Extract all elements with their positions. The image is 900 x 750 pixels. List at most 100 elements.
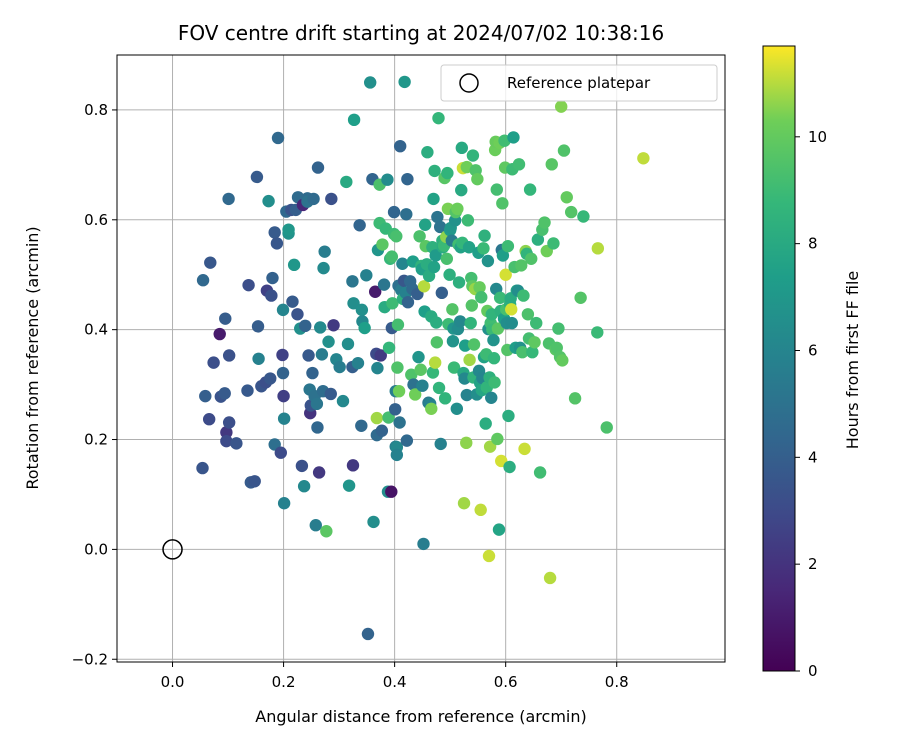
data-point	[530, 316, 543, 330]
data-point	[533, 466, 547, 479]
data-point	[309, 519, 322, 532]
data-point	[219, 312, 232, 325]
data-point	[382, 341, 396, 354]
data-point	[268, 226, 281, 239]
data-point	[360, 269, 373, 282]
data-point	[417, 537, 430, 551]
data-point	[207, 356, 220, 369]
data-point	[341, 337, 355, 351]
data-point	[375, 424, 389, 437]
data-point	[465, 299, 479, 312]
data-point	[276, 303, 290, 317]
data-point	[351, 356, 365, 370]
data-point	[390, 448, 404, 462]
data-point	[242, 278, 255, 292]
data-point	[455, 183, 468, 197]
data-point	[363, 76, 377, 89]
data-point	[347, 113, 361, 127]
data-point	[555, 100, 568, 113]
data-point	[493, 291, 507, 304]
data-point	[302, 349, 315, 362]
data-point	[317, 261, 330, 275]
data-point	[320, 525, 333, 538]
data-point	[429, 249, 442, 262]
data-point	[391, 318, 405, 331]
data-point	[435, 286, 449, 300]
data-point	[393, 139, 407, 153]
data-point	[515, 259, 528, 272]
data-point	[391, 361, 404, 374]
data-point	[427, 192, 440, 206]
data-points	[196, 75, 650, 641]
data-point	[274, 446, 287, 459]
data-point	[393, 416, 406, 429]
data-point	[496, 197, 509, 210]
data-point	[398, 75, 411, 89]
data-point	[432, 111, 445, 125]
data-point	[310, 397, 324, 411]
data-point	[400, 208, 413, 221]
colorbar-tick-label: 6	[808, 341, 818, 359]
data-point	[557, 144, 571, 157]
data-point	[487, 352, 501, 365]
data-point	[464, 316, 477, 330]
data-point	[385, 250, 399, 263]
data-point	[547, 237, 560, 250]
data-point	[287, 258, 301, 272]
data-point	[421, 146, 434, 159]
data-point	[481, 254, 495, 268]
data-point	[499, 268, 512, 281]
data-point	[446, 303, 459, 316]
data-point	[346, 275, 359, 288]
data-point	[474, 503, 487, 517]
data-point	[241, 384, 254, 397]
data-point	[386, 297, 399, 310]
data-point	[452, 276, 466, 289]
legend: Reference platepar	[440, 64, 718, 102]
colorbar-tick-label: 2	[808, 555, 818, 573]
data-point	[461, 214, 475, 227]
data-point	[385, 485, 398, 498]
data-point	[251, 320, 265, 333]
data-point	[482, 549, 496, 563]
data-point	[462, 241, 476, 254]
data-point	[488, 376, 501, 389]
data-point	[277, 412, 291, 425]
data-point	[501, 239, 515, 253]
data-point	[299, 319, 312, 333]
data-point	[526, 345, 539, 359]
y-tick-label: 0.6	[84, 211, 108, 229]
data-point	[564, 205, 578, 219]
data-point	[491, 322, 505, 335]
data-point	[600, 421, 613, 434]
data-point	[523, 183, 537, 196]
data-point	[353, 219, 366, 232]
data-point	[347, 297, 360, 310]
chart-title: FOV centre drift starting at 2024/07/02 …	[178, 21, 664, 45]
data-point	[591, 326, 604, 339]
data-point	[405, 368, 418, 381]
y-tick-label: −0.2	[72, 650, 108, 668]
data-point	[453, 315, 467, 328]
colorbar-tick-label: 10	[808, 128, 827, 146]
colorbar-tick-label: 4	[808, 448, 818, 466]
data-point	[382, 411, 395, 424]
colorbar-ticks: 0 2 4 6 8 10	[795, 128, 827, 680]
data-point	[431, 210, 444, 224]
data-point	[451, 202, 464, 216]
y-tick-label: 0.8	[84, 101, 108, 119]
data-point	[381, 173, 394, 186]
reference-marker-layer	[162, 539, 183, 560]
data-point	[574, 291, 587, 304]
data-point	[455, 141, 469, 155]
data-point	[434, 437, 447, 451]
data-point	[377, 278, 391, 291]
data-point	[220, 426, 233, 439]
data-point	[432, 381, 446, 395]
data-point	[262, 194, 275, 208]
data-point	[314, 321, 327, 334]
data-point	[507, 131, 520, 144]
data-point	[222, 416, 236, 429]
data-point	[471, 172, 484, 186]
